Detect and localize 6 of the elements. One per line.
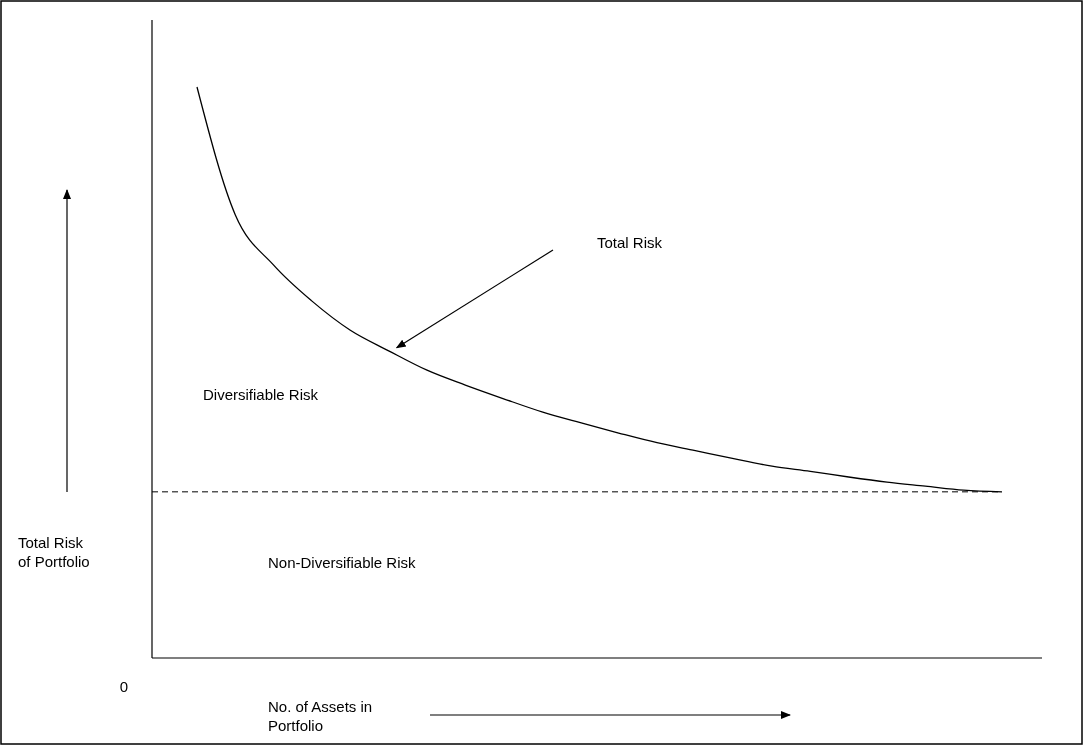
annotation: Total Risk	[597, 234, 663, 251]
x-axis-title: No. of Assets in Portfolio	[268, 698, 373, 734]
y-axis-title: Total Risk of Portfolio	[18, 534, 90, 570]
annotation: Diversifiable Risk	[203, 386, 319, 403]
text: 0	[119, 678, 129, 695]
ref-line-label: Non-Diversifiable Risk	[268, 553, 417, 571]
